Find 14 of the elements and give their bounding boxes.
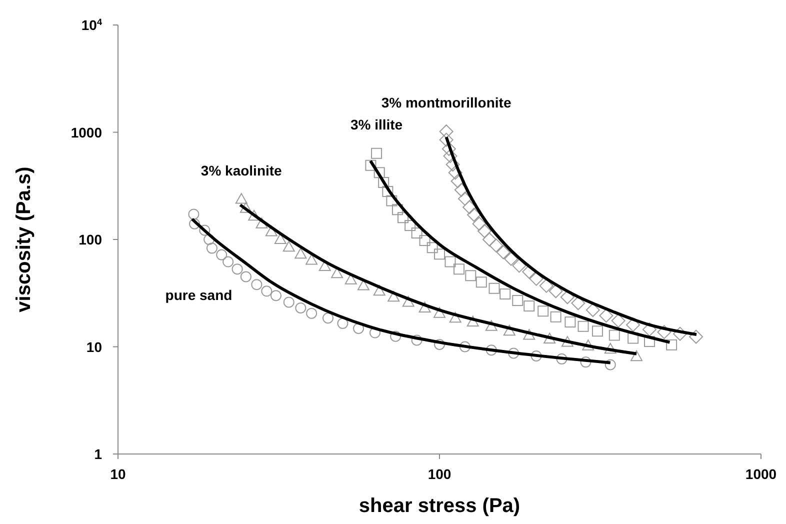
x-tick-label: 100 — [428, 466, 452, 482]
series-label: pure sand — [165, 287, 232, 304]
series-label: 3% illite — [350, 116, 403, 132]
y-tick-label: 1 — [94, 446, 102, 462]
y-axis-title: viscosity (Pa.s) — [13, 166, 35, 312]
x-tick-label: 10 — [110, 466, 126, 482]
x-axis-title: shear stress (Pa) — [358, 495, 520, 517]
x-tick-label: 1000 — [745, 466, 777, 482]
series-label: 3% montmorillonite — [381, 94, 512, 111]
y-tick-label: 1000 — [70, 124, 102, 140]
series-label: 3% kaolinite — [200, 162, 282, 178]
y-tick-label: 10$^{4}$ — [81, 17, 103, 33]
y-tick-label: 10 — [86, 338, 102, 355]
y-tick-label: 100 — [78, 232, 102, 248]
